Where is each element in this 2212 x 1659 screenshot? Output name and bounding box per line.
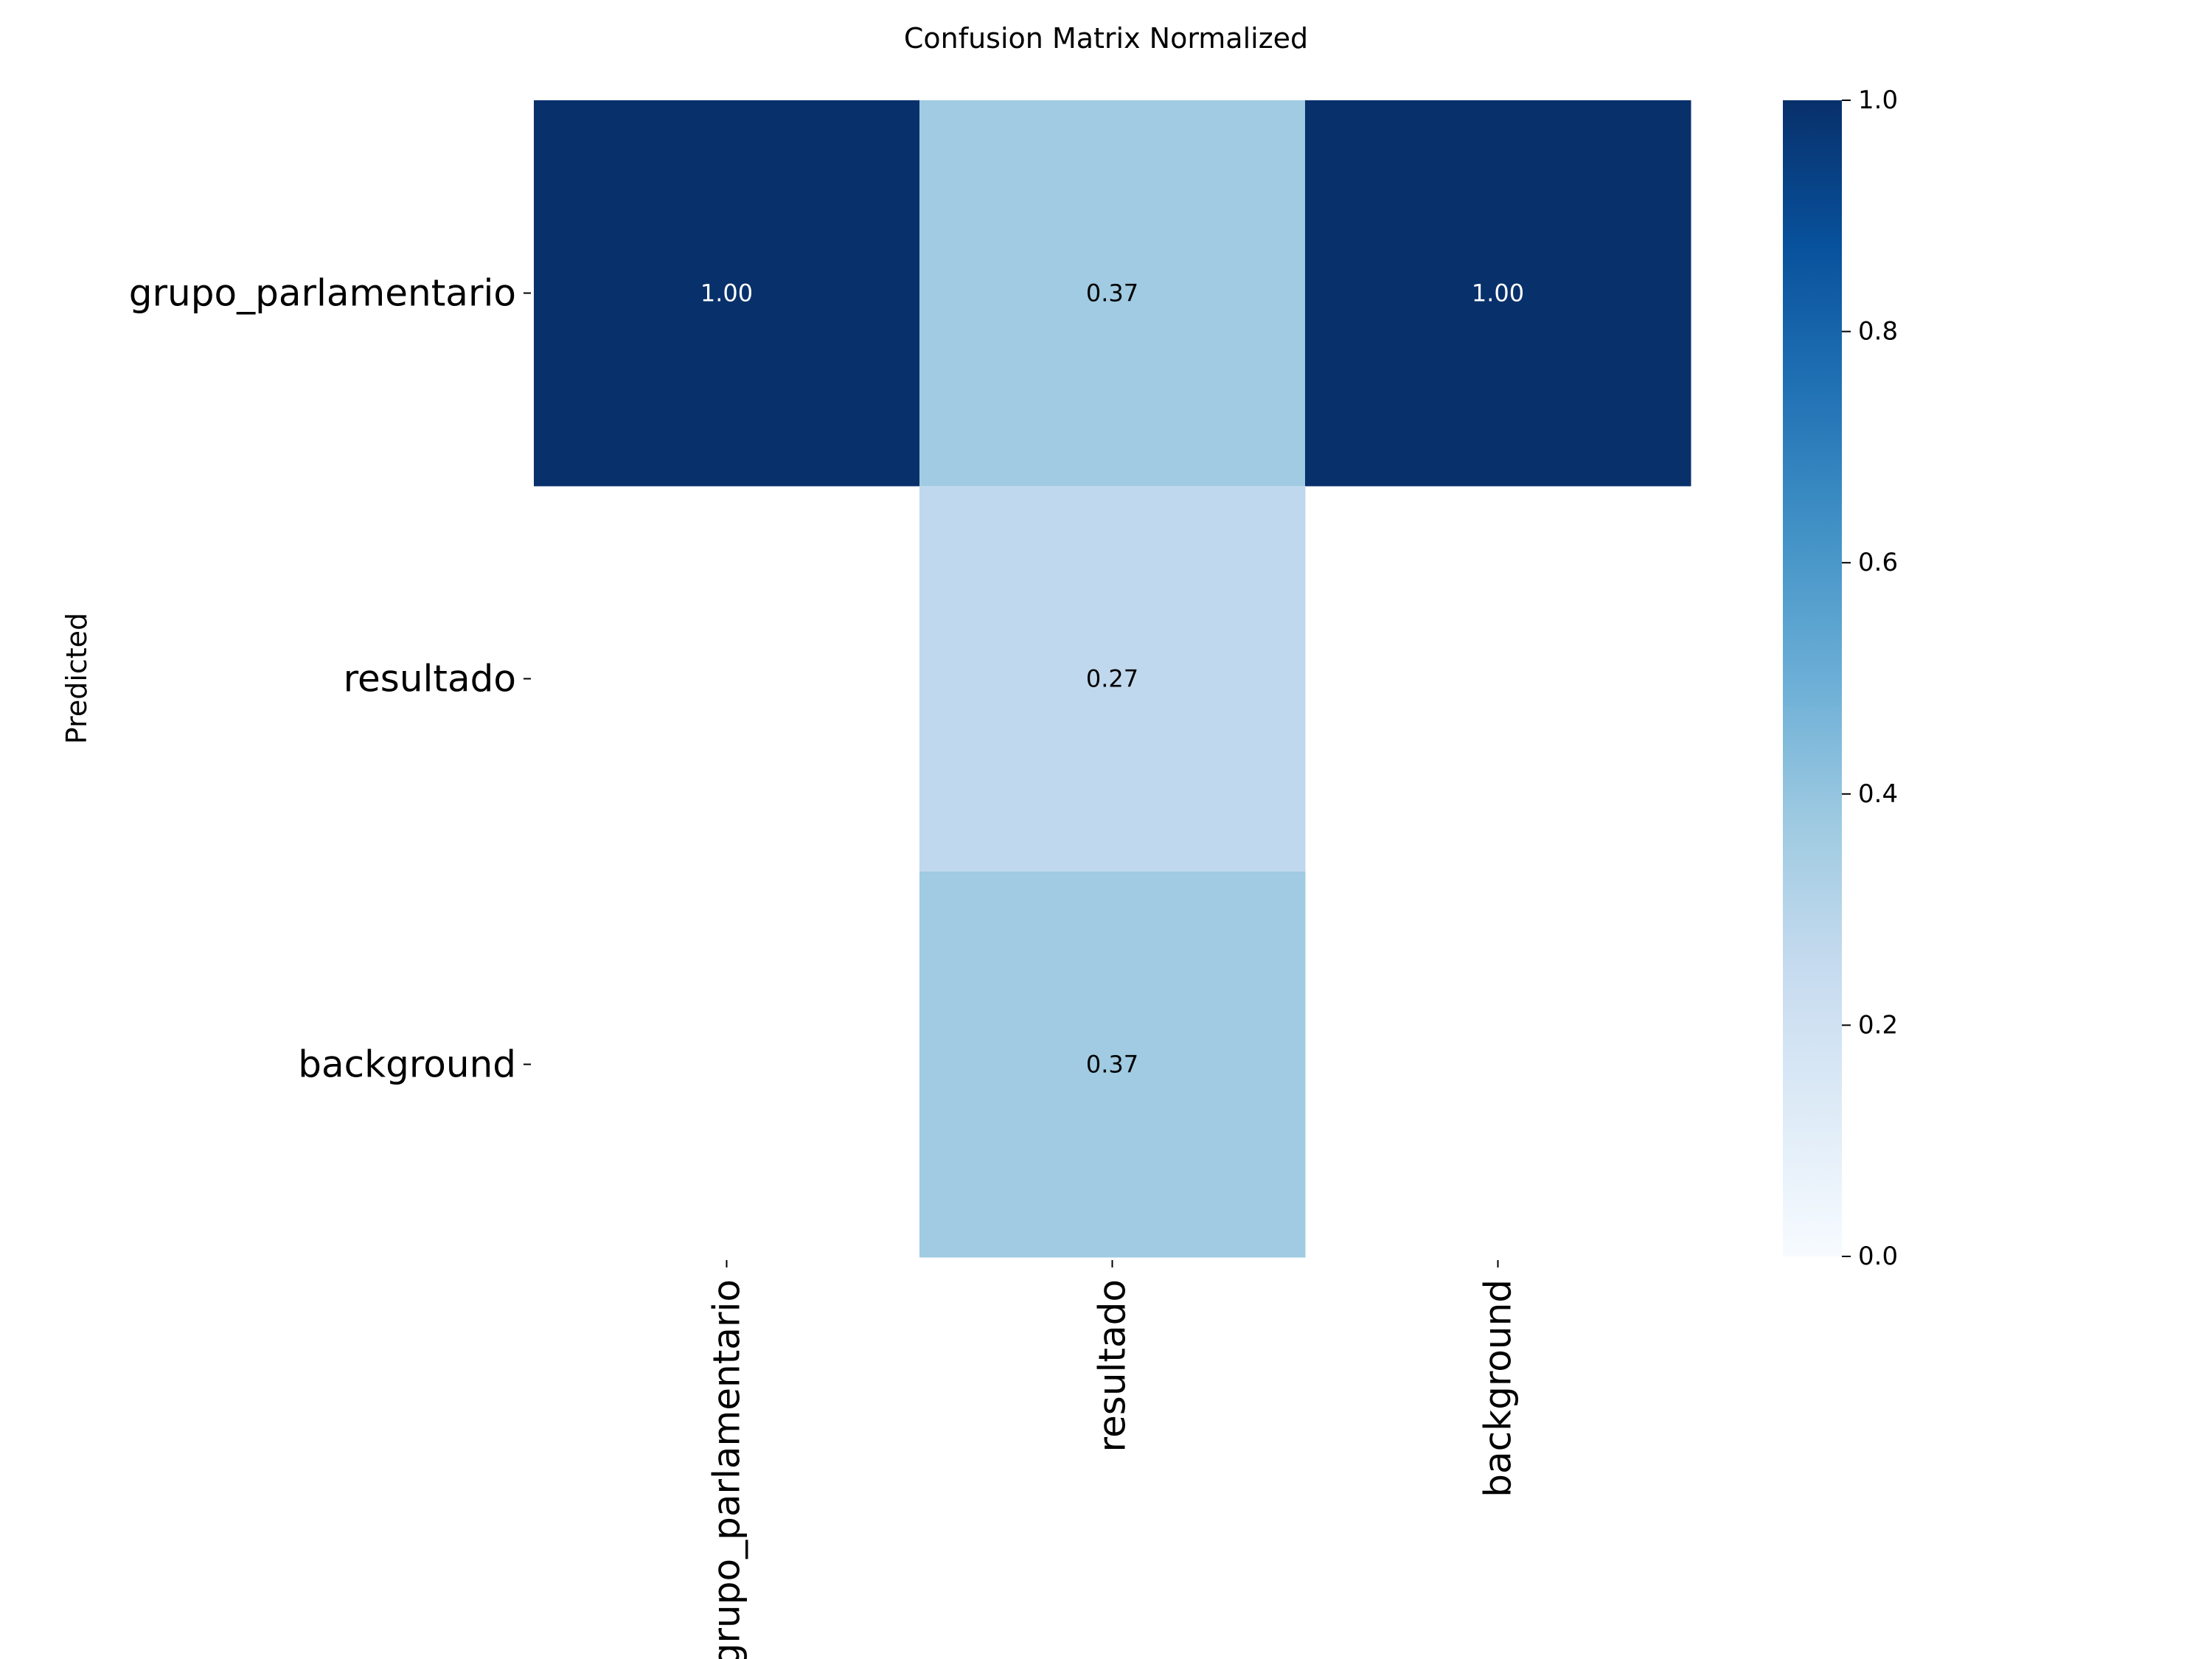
colorbar-tick-label-0-0: 0.0 xyxy=(1858,1242,1898,1271)
cell-0-0 xyxy=(534,100,920,487)
x-tick-label-resultado: resultado xyxy=(1091,1279,1134,1452)
heatmap-cells xyxy=(534,100,1691,1258)
cell-value-0-2: 1.00 xyxy=(1472,279,1524,307)
colorbar-tick-label-0-8: 0.8 xyxy=(1858,317,1898,347)
x-axis-ticks: grupo_parlamentario resultado background xyxy=(706,1260,1520,1659)
y-axis-label: Predicted xyxy=(60,613,93,744)
x-tick-label-grupo-parlamentario: grupo_parlamentario xyxy=(706,1279,748,1659)
cell-value-1-1: 0.27 xyxy=(1086,665,1138,693)
x-tick-label-background: background xyxy=(1477,1279,1520,1498)
cell-0-2 xyxy=(1305,100,1691,487)
colorbar-tick-label-1-0: 1.0 xyxy=(1858,86,1898,115)
y-tick-label-background: background xyxy=(298,1043,516,1086)
y-axis-ticks: grupo_parlamentario resultado background xyxy=(129,272,531,1086)
cell-value-labels: 1.00 0.37 1.00 0.27 0.37 xyxy=(700,279,1524,1079)
colorbar-tick-label-0-2: 0.2 xyxy=(1858,1010,1898,1040)
colorbar-tick-label-0-4: 0.4 xyxy=(1858,779,1898,809)
cell-2-1 xyxy=(919,872,1306,1258)
cell-value-0-1: 0.37 xyxy=(1086,279,1138,307)
cell-value-2-1: 0.37 xyxy=(1086,1051,1138,1079)
cell-value-0-0: 1.00 xyxy=(700,279,753,307)
colorbar-ticks: 0.0 0.2 0.4 0.6 0.8 1.0 xyxy=(1842,86,1898,1271)
colorbar xyxy=(1783,100,1842,1256)
y-tick-label-grupo-parlamentario: grupo_parlamentario xyxy=(129,272,516,315)
cell-0-1 xyxy=(919,100,1306,487)
cell-1-1 xyxy=(919,486,1306,872)
chart-title: Confusion Matrix Normalized xyxy=(904,22,1308,55)
colorbar-tick-label-0-6: 0.6 xyxy=(1858,548,1898,577)
y-tick-label-resultado: resultado xyxy=(344,658,516,700)
